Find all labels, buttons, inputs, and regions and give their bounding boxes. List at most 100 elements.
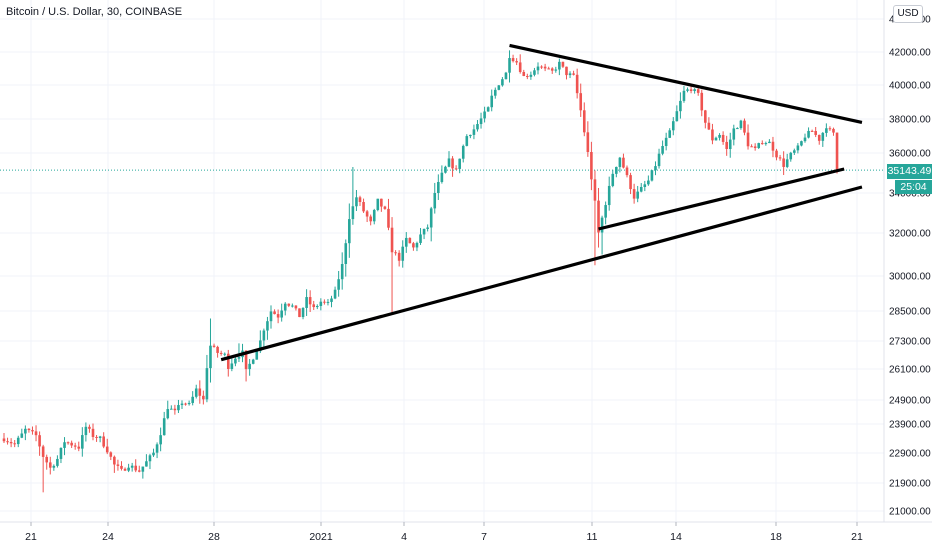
candle xyxy=(504,72,508,80)
candle xyxy=(796,145,800,151)
candle xyxy=(465,136,469,146)
x-tick-label: 11 xyxy=(587,531,598,543)
candle xyxy=(753,146,757,148)
y-tick-label: 21000.00 xyxy=(889,507,931,518)
candle xyxy=(266,321,269,331)
candle xyxy=(490,95,494,108)
candle xyxy=(618,157,622,167)
candle xyxy=(558,61,561,70)
candle xyxy=(782,158,785,167)
candle xyxy=(48,462,52,468)
candle xyxy=(77,446,81,449)
candle xyxy=(415,242,419,248)
candle xyxy=(134,465,138,471)
candle xyxy=(657,153,661,167)
candle xyxy=(828,128,832,130)
candle xyxy=(152,452,155,456)
candle xyxy=(333,289,337,299)
candle xyxy=(412,243,415,248)
y-tick-label: 36000.00 xyxy=(889,149,931,160)
grid xyxy=(0,0,884,522)
candle xyxy=(700,92,704,111)
candle xyxy=(718,134,721,138)
candle xyxy=(219,352,223,354)
candle xyxy=(768,141,771,144)
candle xyxy=(689,89,693,91)
candle xyxy=(622,157,625,168)
candle xyxy=(369,216,372,222)
candle xyxy=(611,173,615,186)
candle xyxy=(355,197,358,207)
candle xyxy=(155,444,159,453)
trendline xyxy=(509,43,863,124)
candle xyxy=(454,168,458,170)
candle xyxy=(205,368,209,400)
candle xyxy=(269,311,273,322)
x-tick-label: 24 xyxy=(102,531,114,543)
candle xyxy=(184,403,187,405)
candle xyxy=(16,437,20,445)
candle xyxy=(639,186,643,192)
candle xyxy=(671,121,675,131)
y-tick-label: 34000.00 xyxy=(889,189,931,200)
candle xyxy=(127,467,130,471)
candle xyxy=(458,158,461,169)
candle xyxy=(686,89,689,91)
candle xyxy=(821,132,825,141)
currency-button[interactable]: USD xyxy=(893,5,923,23)
candle xyxy=(810,130,814,132)
candle xyxy=(52,465,56,468)
candle xyxy=(536,66,540,71)
candle xyxy=(88,426,91,429)
candle xyxy=(84,426,88,436)
candle xyxy=(693,89,696,91)
candle xyxy=(244,350,248,370)
candle xyxy=(426,227,429,229)
candle xyxy=(486,107,490,112)
candle xyxy=(632,189,636,199)
candle xyxy=(472,129,476,135)
candle xyxy=(590,152,593,180)
candle xyxy=(721,134,725,142)
candle xyxy=(408,237,412,244)
candle xyxy=(629,175,632,190)
y-tick-label: 26100.00 xyxy=(889,365,931,376)
candle xyxy=(63,442,66,448)
candle xyxy=(404,237,408,247)
candle xyxy=(248,363,251,370)
candle xyxy=(579,93,583,111)
candle xyxy=(95,436,98,438)
time-axis[interactable]: 21 24 28 2021 4 7 11 14 18 21 xyxy=(25,522,863,543)
candle xyxy=(148,455,152,462)
candles xyxy=(2,50,839,493)
candle xyxy=(305,297,308,308)
candle xyxy=(105,446,109,453)
last-price-label: 35143.49 xyxy=(887,164,932,179)
y-tick-label: 24900.00 xyxy=(889,396,931,407)
candle xyxy=(259,340,262,352)
price-axis[interactable]: 44000.0042000.0040000.0038000.0036000.00… xyxy=(889,15,931,518)
candle xyxy=(664,137,668,147)
candle xyxy=(81,435,84,449)
candle xyxy=(746,132,750,147)
candle xyxy=(493,89,497,96)
candle xyxy=(483,111,486,119)
candle xyxy=(209,345,212,369)
candle xyxy=(832,128,835,133)
x-tick-label: 14 xyxy=(670,531,682,543)
candle xyxy=(45,456,49,463)
candle xyxy=(647,180,650,185)
candle xyxy=(31,430,34,432)
candle xyxy=(358,197,362,202)
candle xyxy=(739,120,743,129)
candle xyxy=(778,157,782,159)
candle xyxy=(301,307,305,318)
candle xyxy=(515,61,518,63)
candle xyxy=(109,452,113,457)
candle xyxy=(568,73,572,76)
candle xyxy=(38,435,41,447)
candle xyxy=(793,150,796,153)
candle xyxy=(291,305,294,307)
candle xyxy=(696,89,700,93)
candle xyxy=(771,141,775,151)
